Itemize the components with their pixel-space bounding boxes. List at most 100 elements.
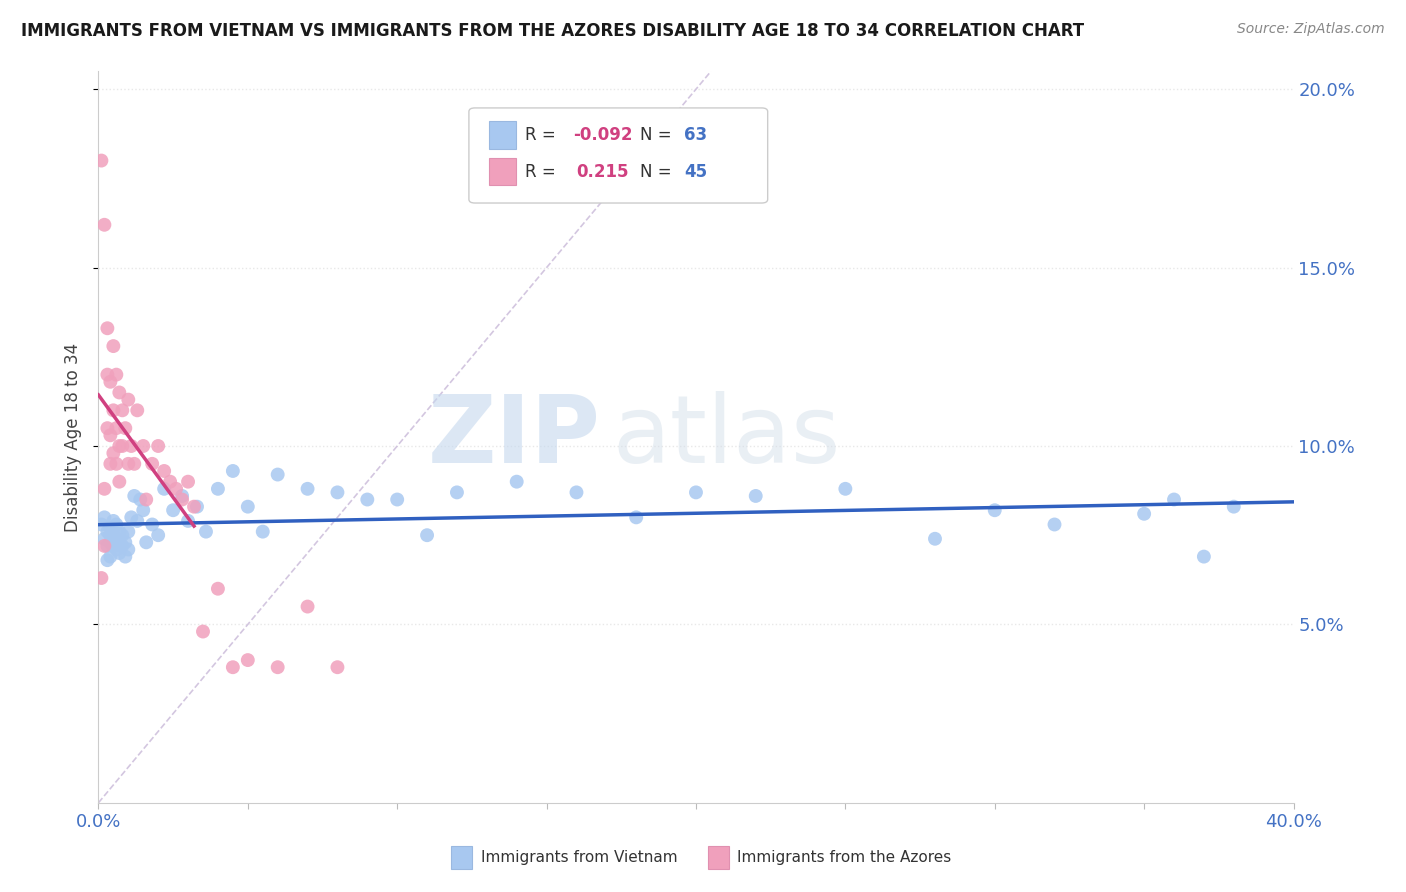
Point [127, 403, 149, 417]
Point [236, 653, 259, 667]
Point [111, 528, 134, 542]
Point [98, 428, 122, 442]
Point [90, 153, 112, 168]
Point [111, 539, 134, 553]
Point [105, 457, 128, 471]
Point [326, 660, 349, 674]
Point [195, 524, 218, 539]
Point [96, 421, 118, 435]
Point [96, 321, 118, 335]
FancyBboxPatch shape [470, 108, 768, 203]
Text: Immigrants from the Azores: Immigrants from the Azores [737, 850, 950, 865]
Point [207, 582, 229, 596]
Bar [709, 846, 730, 870]
Point [1223, 500, 1246, 514]
Text: IMMIGRANTS FROM VIETNAM VS IMMIGRANTS FROM THE AZORES DISABILITY AGE 18 TO 34 CO: IMMIGRANTS FROM VIETNAM VS IMMIGRANTS FR… [21, 22, 1084, 40]
Point [207, 482, 229, 496]
Point [626, 510, 648, 524]
Point [98, 549, 122, 564]
Point [108, 439, 131, 453]
Point [162, 503, 184, 517]
Point [120, 510, 142, 524]
Point [129, 492, 152, 507]
Point [186, 500, 208, 514]
Point [1043, 517, 1066, 532]
Point [93, 218, 115, 232]
Point [90, 517, 112, 532]
Point [108, 475, 131, 489]
Point [96, 524, 118, 539]
Point [103, 539, 125, 553]
Text: N =: N = [640, 162, 676, 180]
Point [685, 485, 707, 500]
Point [114, 421, 136, 435]
Point [177, 514, 200, 528]
Point [108, 546, 131, 560]
Point [565, 485, 588, 500]
Point [135, 535, 157, 549]
Point [984, 503, 1007, 517]
Point [96, 539, 118, 553]
Point [103, 528, 125, 542]
Point [103, 403, 125, 417]
Point [90, 571, 112, 585]
Text: 45: 45 [685, 162, 707, 180]
Point [1133, 507, 1156, 521]
Point [446, 485, 468, 500]
Text: R =: R = [524, 162, 567, 180]
Point [111, 439, 134, 453]
Point [98, 375, 122, 389]
Point [117, 542, 139, 557]
Point [267, 467, 290, 482]
Point [132, 503, 155, 517]
Text: -0.092: -0.092 [572, 126, 633, 144]
Point [416, 528, 439, 542]
Point [105, 368, 128, 382]
Text: atlas: atlas [613, 391, 841, 483]
Point [135, 492, 157, 507]
Point [127, 514, 149, 528]
Point [356, 492, 378, 507]
Point [117, 392, 139, 407]
Point [105, 517, 128, 532]
Point [96, 368, 118, 382]
Text: Immigrants from Vietnam: Immigrants from Vietnam [481, 850, 678, 865]
Point [117, 457, 139, 471]
Point [172, 492, 194, 507]
Point [124, 457, 146, 471]
Point [153, 464, 176, 478]
Point [297, 482, 319, 496]
Point [924, 532, 946, 546]
Point [153, 482, 176, 496]
Point [165, 482, 187, 496]
Point [222, 464, 245, 478]
Point [252, 524, 274, 539]
Point [98, 528, 122, 542]
Text: Source: ZipAtlas.com: Source: ZipAtlas.com [1237, 22, 1385, 37]
Point [124, 489, 146, 503]
Point [159, 475, 181, 489]
Point [148, 439, 170, 453]
Point [297, 599, 319, 614]
Point [834, 482, 856, 496]
Point [103, 446, 125, 460]
Point [1192, 549, 1215, 564]
Point [103, 514, 125, 528]
Point [93, 482, 115, 496]
Point [506, 475, 529, 489]
Point [222, 660, 245, 674]
Text: 63: 63 [685, 126, 707, 144]
Text: N =: N = [640, 126, 676, 144]
Point [177, 475, 200, 489]
Point [108, 385, 131, 400]
Point [105, 532, 128, 546]
Point [114, 549, 136, 564]
Point [267, 660, 290, 674]
Text: R =: R = [524, 126, 561, 144]
Point [105, 542, 128, 557]
Point [117, 524, 139, 539]
Bar [489, 121, 516, 149]
Bar [489, 158, 516, 186]
Text: 0.215: 0.215 [576, 162, 628, 180]
Point [96, 553, 118, 567]
